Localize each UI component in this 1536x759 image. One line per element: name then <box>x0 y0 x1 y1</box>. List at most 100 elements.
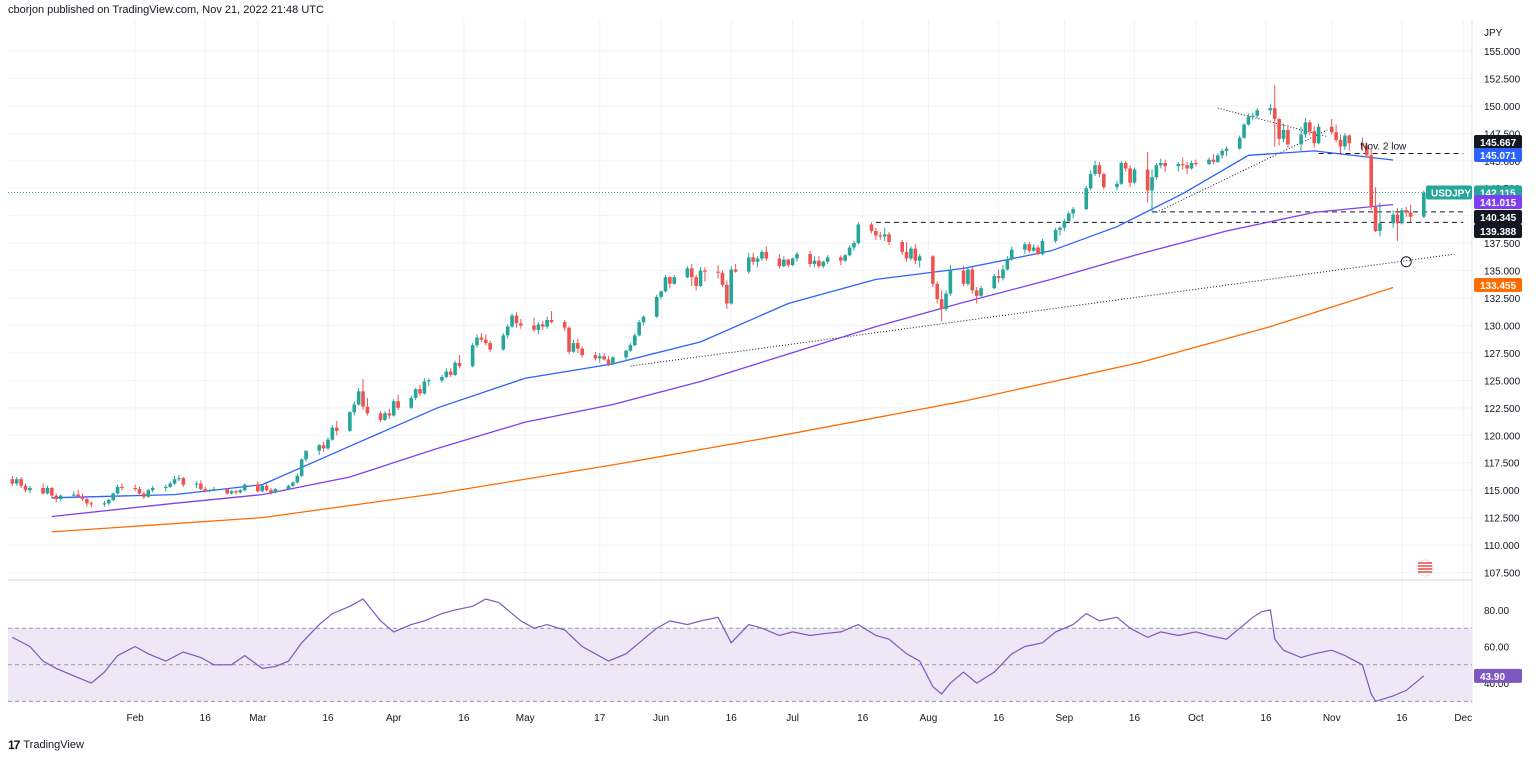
candle-body <box>317 445 322 451</box>
candle-body <box>1102 173 1106 188</box>
candle-body <box>913 248 918 261</box>
rsi-axis[interactable]: 40.00 60.00 80.00 <box>1484 606 1509 690</box>
candle-up <box>685 266 690 279</box>
time-tick-label: Nov <box>1323 713 1341 724</box>
candle-down <box>264 483 269 492</box>
candle-up <box>1040 238 1045 256</box>
candle-body <box>448 371 453 375</box>
price-axis[interactable]: JPY 107.500 110.000 112.500 115.000 117.500 12… <box>1484 28 1521 580</box>
candle-down <box>142 491 146 499</box>
candle-up <box>1066 211 1071 223</box>
candle-body <box>856 224 861 244</box>
time-tick-label: 16 <box>993 713 1005 724</box>
candle-down <box>203 486 208 493</box>
candle-up <box>422 378 427 395</box>
price-tick-label: 132.500 <box>1484 294 1521 305</box>
candle-body <box>1128 168 1132 183</box>
time-tick-label: Jul <box>786 713 799 724</box>
candle-body <box>966 269 970 284</box>
candle-up <box>597 352 602 363</box>
price-tick-label: 130.000 <box>1484 321 1521 332</box>
candle-down <box>365 397 370 416</box>
candle-body <box>199 483 203 490</box>
candle-body <box>137 489 142 494</box>
candle-up <box>326 437 330 450</box>
candle-up <box>1115 180 1119 191</box>
moving-averages <box>51 150 1394 533</box>
candle-body <box>269 490 273 493</box>
candle-up <box>545 316 549 329</box>
candle-body <box>133 487 137 490</box>
trendlines <box>630 107 1455 367</box>
candle-body <box>212 489 216 491</box>
tradingview-footer[interactable]: 17 TradingView <box>8 738 84 752</box>
time-axis[interactable]: Feb 16 Mar 16 Apr 16 May 17 Jun 16 Jul 16 Aug 16 Sep 16… <box>126 713 1472 724</box>
price-tick-label: 122.500 <box>1484 404 1521 415</box>
rsi-value-tag: 43.90 <box>1480 672 1505 683</box>
annotations: Nov. 2 low <box>1360 141 1412 268</box>
candle-body <box>1058 227 1062 230</box>
candle-body <box>935 283 940 300</box>
time-tick-label: May <box>516 713 535 724</box>
candle-body <box>760 251 764 259</box>
candle-body <box>14 479 19 484</box>
candle-body <box>1277 119 1281 139</box>
rsi-tick-label: 60.00 <box>1484 643 1509 654</box>
candle-body <box>107 500 111 504</box>
candle-up <box>1158 158 1163 169</box>
candle-body <box>1071 209 1075 214</box>
candle-body <box>545 319 549 327</box>
time-tick-label: Feb <box>126 713 144 724</box>
candle-body <box>488 343 492 350</box>
candle-body <box>1145 169 1150 191</box>
candle-body <box>238 490 243 493</box>
time-tick-label: Mar <box>249 713 267 724</box>
indicator-tag-bg <box>1474 148 1522 162</box>
candle-up <box>856 222 861 245</box>
candle-body <box>326 439 330 449</box>
candle-down <box>808 250 812 268</box>
candle-body <box>89 503 94 505</box>
candle-body <box>1224 148 1229 151</box>
candle-down <box>935 281 940 304</box>
time-tick-label: 16 <box>1129 713 1141 724</box>
candle-body <box>1163 162 1167 167</box>
candle-up <box>58 494 63 502</box>
candle-body <box>698 270 703 286</box>
candle-up <box>273 487 278 494</box>
us-flag-icon[interactable] <box>1416 559 1434 577</box>
candle-down <box>904 242 909 262</box>
candle-up <box>628 343 633 352</box>
candle-body <box>1316 126 1321 144</box>
candle-down <box>725 280 729 309</box>
indicator-tag: 140.345 <box>1480 213 1517 224</box>
candle-body <box>365 406 370 414</box>
candle-down <box>225 487 229 495</box>
candle-body <box>1299 134 1303 145</box>
candle-down <box>378 411 383 423</box>
candle-up <box>1268 103 1273 115</box>
indicator-tag: 139.388 <box>1480 227 1517 238</box>
candle-down <box>181 476 186 487</box>
tradingview-brand: TradingView <box>23 739 84 751</box>
candle-down <box>1395 207 1400 241</box>
candle-body <box>1119 162 1124 184</box>
candle-body <box>444 371 449 378</box>
candle-body <box>812 260 817 264</box>
last-price-tag: 142.115 <box>1480 188 1516 199</box>
candle-body <box>821 261 826 267</box>
candle-up <box>14 476 19 486</box>
candle-body <box>242 484 247 491</box>
candle-up <box>1088 170 1093 191</box>
candle-body <box>716 271 720 273</box>
candle-up <box>286 484 291 491</box>
candle-down <box>576 338 580 353</box>
candle-down <box>1272 85 1277 147</box>
candle-body <box>501 335 506 350</box>
candle-up <box>1299 126 1303 151</box>
candle-body <box>23 485 28 491</box>
candle-up <box>1343 133 1347 150</box>
candle-body <box>330 427 335 440</box>
candle-up <box>356 388 361 406</box>
